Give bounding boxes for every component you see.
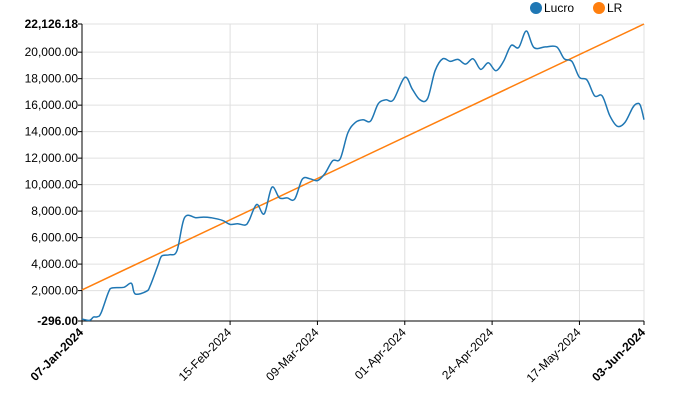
y-tick-label: 6,000.00 bbox=[31, 231, 78, 245]
x-tick-label: 24-Apr-2024 bbox=[439, 325, 496, 382]
y-tick-label: 8,000.00 bbox=[31, 204, 78, 218]
legend[interactable]: Lucro LR bbox=[530, 1, 623, 15]
axes bbox=[78, 23, 645, 325]
x-tick-label: 09-Mar-2024 bbox=[263, 325, 322, 384]
gridlines bbox=[81, 23, 645, 322]
legend-swatch bbox=[593, 2, 605, 14]
series-lines bbox=[81, 23, 645, 322]
y-tick-labels: -296.00 2,000.00 4,000.00 6,000.00 8,000.00 1… bbox=[25, 17, 79, 328]
y-tick-label: 18,000.00 bbox=[25, 72, 79, 86]
legend-label: LR bbox=[607, 1, 623, 15]
y-tick-label: 16,000.00 bbox=[25, 98, 79, 112]
y-tick-label: 12,000.00 bbox=[25, 151, 79, 165]
x-tick-label: 03-Jun-2024 bbox=[589, 325, 648, 384]
legend-label: Lucro bbox=[544, 1, 574, 15]
x-tick-labels: 07-Jan-2024 15-Feb-2024 09-Mar-2024 01-Apr-… bbox=[28, 325, 649, 385]
legend-item-lucro[interactable]: Lucro bbox=[530, 1, 574, 15]
x-tick-label: 15-Feb-2024 bbox=[176, 325, 235, 384]
x-tick-label: 01-Apr-2024 bbox=[352, 325, 409, 382]
x-tick-label: 17-May-2024 bbox=[524, 325, 584, 385]
y-tick-label: 10,000.00 bbox=[25, 178, 79, 192]
series-line-lucro bbox=[81, 30, 645, 322]
y-tick-label: 2,000.00 bbox=[31, 284, 78, 298]
y-tick-label: 14,000.00 bbox=[25, 125, 79, 139]
y-tick-label: 20,000.00 bbox=[25, 45, 79, 59]
x-tick-label: 07-Jan-2024 bbox=[28, 325, 87, 384]
series-line-lr bbox=[81, 23, 645, 291]
legend-swatch bbox=[530, 2, 542, 14]
y-tick-label: -296.00 bbox=[37, 314, 78, 328]
legend-item-lr[interactable]: LR bbox=[593, 1, 623, 15]
y-tick-label: 22,126.18 bbox=[25, 17, 79, 31]
y-tick-label: 4,000.00 bbox=[31, 257, 78, 271]
